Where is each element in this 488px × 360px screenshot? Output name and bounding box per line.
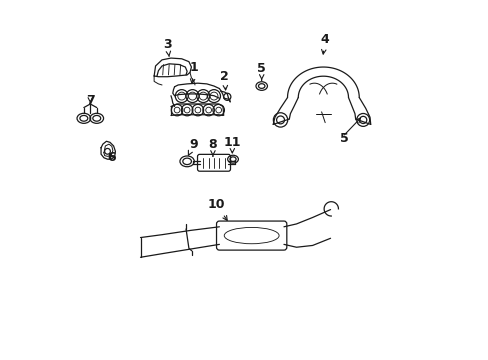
Text: 10: 10 bbox=[207, 198, 227, 220]
Text: 5: 5 bbox=[340, 131, 348, 145]
Text: 3: 3 bbox=[163, 38, 171, 57]
Text: 9: 9 bbox=[188, 138, 198, 155]
Text: 6: 6 bbox=[106, 151, 115, 164]
Text: 1: 1 bbox=[189, 60, 198, 84]
Text: 11: 11 bbox=[223, 136, 241, 153]
Text: 8: 8 bbox=[208, 138, 217, 156]
Text: 2: 2 bbox=[220, 69, 229, 90]
Text: 7: 7 bbox=[86, 94, 95, 107]
Text: 5: 5 bbox=[257, 62, 265, 80]
Text: 4: 4 bbox=[320, 32, 329, 54]
